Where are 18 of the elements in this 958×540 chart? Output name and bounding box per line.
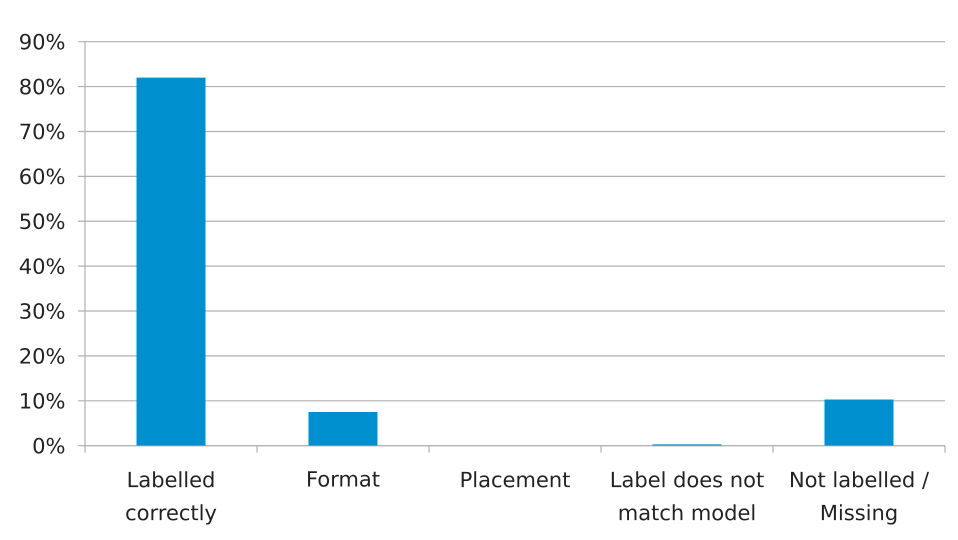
- y-tick-label: 20%: [20, 348, 64, 364]
- x-tick-label: Labelled correctly: [126, 471, 216, 525]
- y-tick-label: 50%: [20, 213, 64, 230]
- y-tick-label: 80%: [20, 78, 64, 95]
- x-tick-label: Placement: [462, 471, 570, 488]
- y-tick-label: 10%: [21, 392, 64, 409]
- bar: [824, 399, 894, 446]
- y-tick-label: 60%: [20, 168, 64, 184]
- y-tick-label: 30%: [20, 303, 64, 319]
- y-tick-label: 40%: [20, 258, 64, 274]
- y-tick-label: 90%: [20, 34, 64, 50]
- y-tick-label: 0%: [34, 438, 64, 454]
- x-tick-label: Not labelled / Missing: [791, 471, 930, 525]
- bar: [308, 412, 378, 446]
- bar: [136, 78, 206, 446]
- y-tick-label: 70%: [20, 124, 64, 140]
- x-tick-label: Label does not match model: [612, 471, 764, 520]
- x-tick-label: Format: [308, 471, 380, 487]
